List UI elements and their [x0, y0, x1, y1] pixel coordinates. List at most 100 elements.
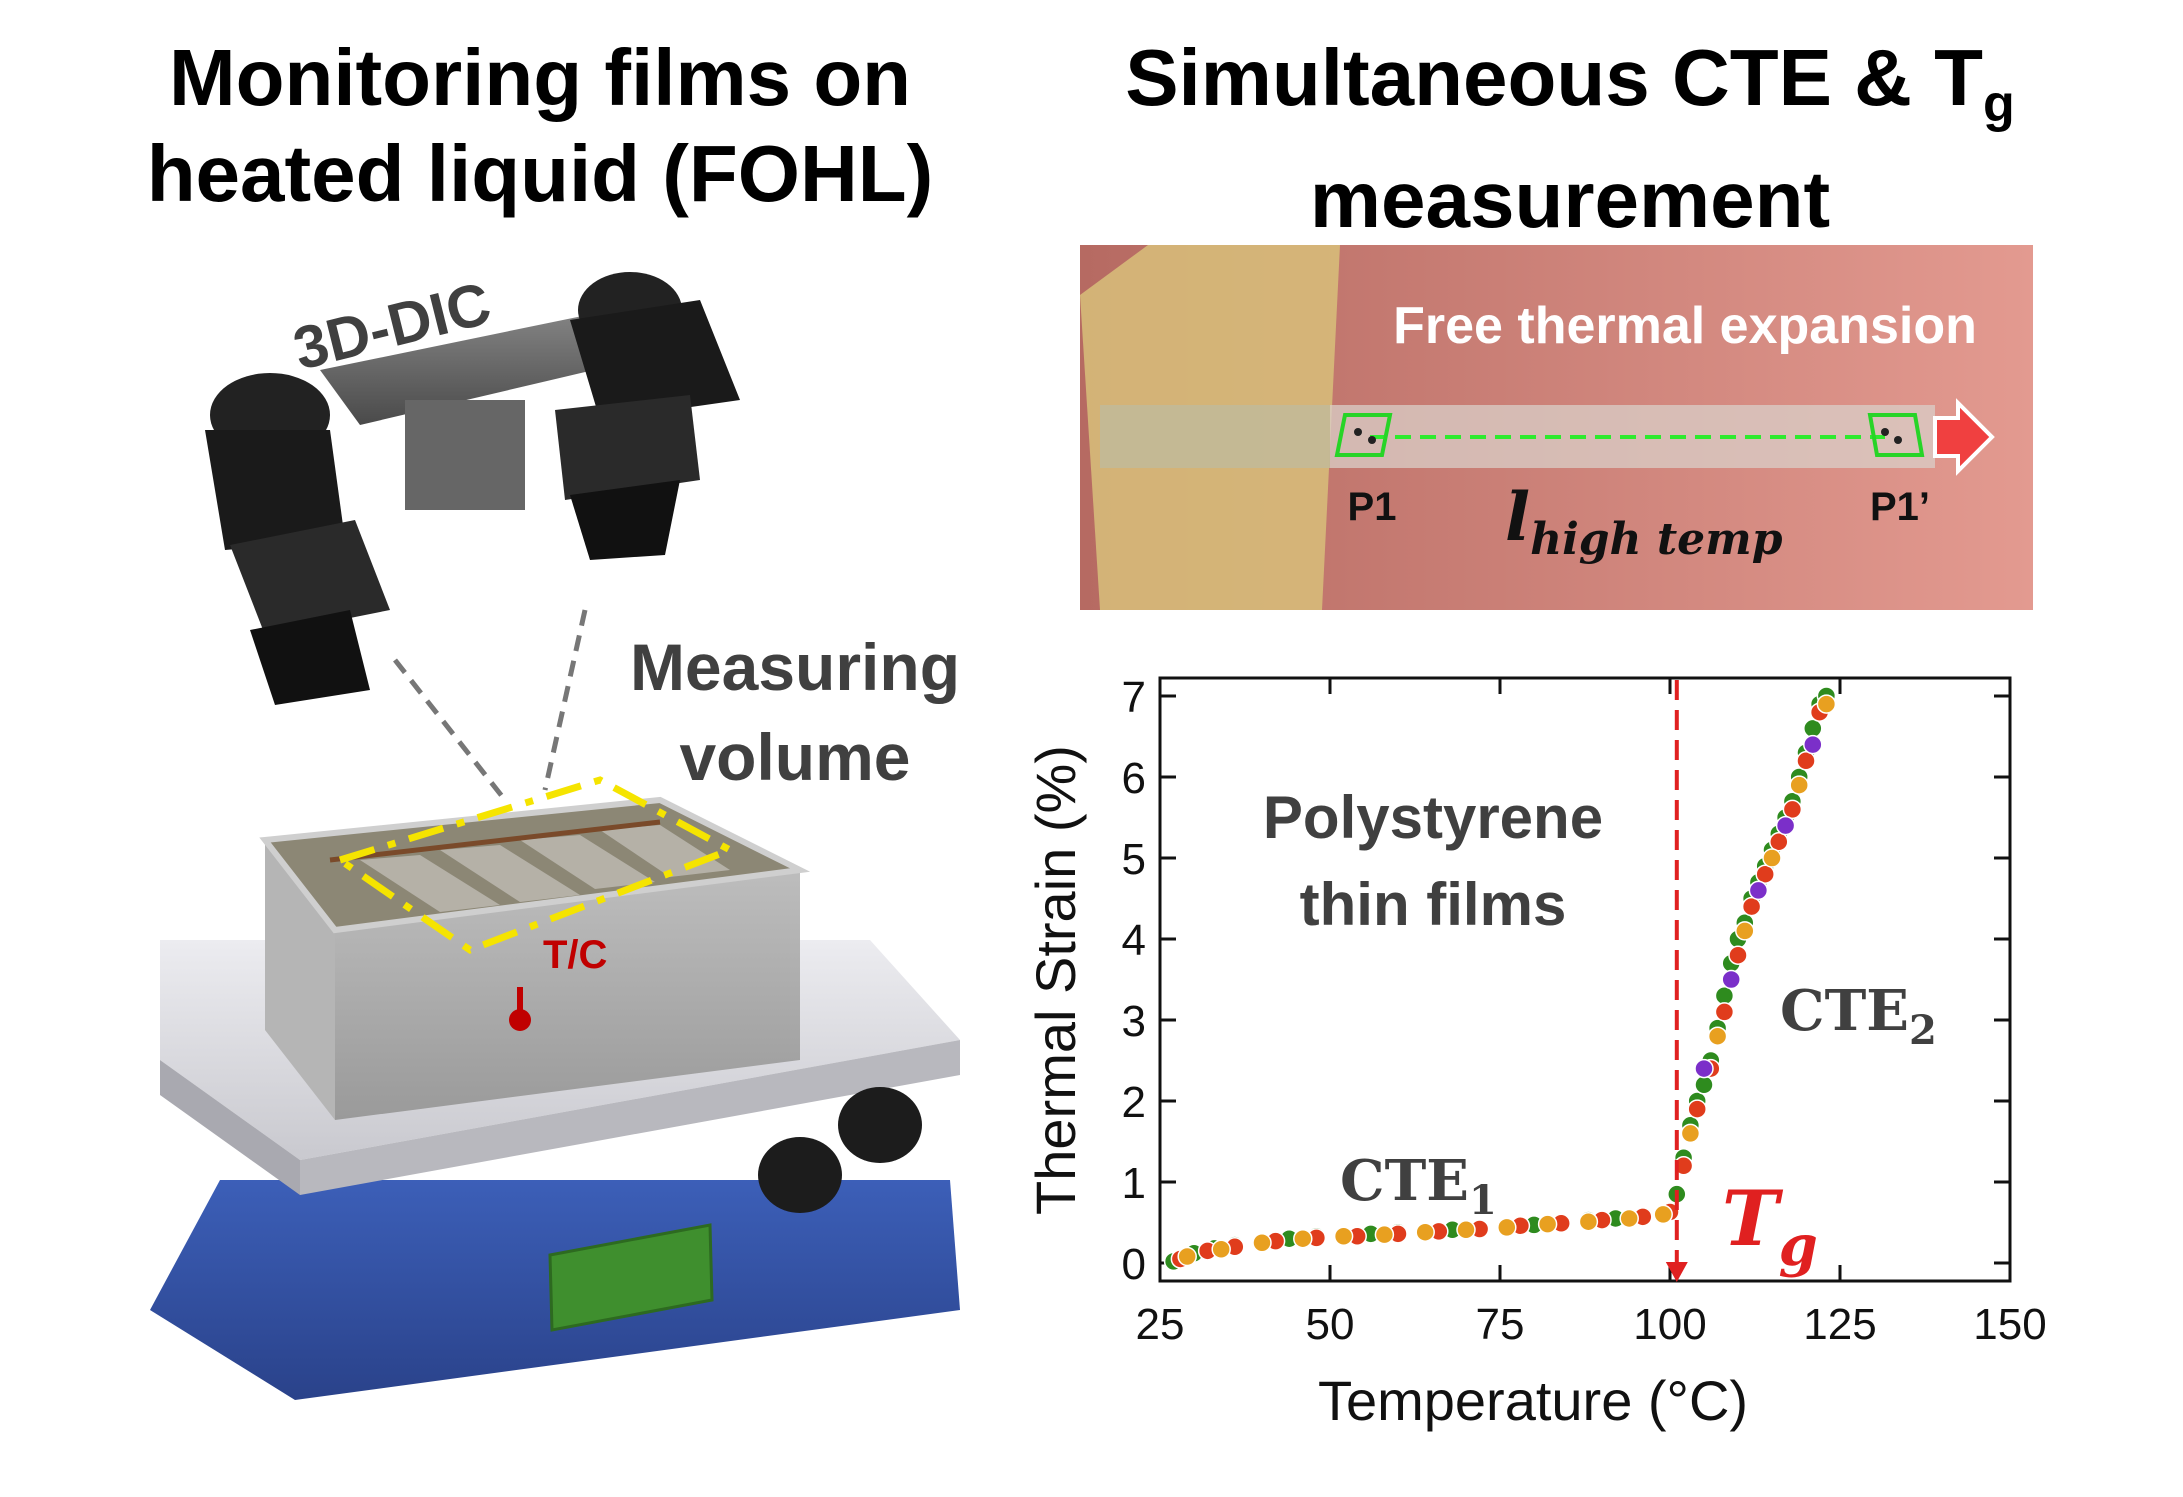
data-point-series-2	[1782, 799, 1803, 820]
hotplate-display	[548, 1223, 714, 1332]
data-point-series-2	[1728, 945, 1748, 965]
hotplate-knob-2	[838, 1087, 922, 1163]
cte1-sub: 1	[1469, 1177, 1497, 1224]
chart-annotation-2: thin films	[1300, 871, 1567, 938]
cte1-label: CTE1	[1340, 1148, 1497, 1224]
data-point-series-3	[1735, 921, 1755, 941]
left-title: Monitoring films on heated liquid (FOHL)	[70, 30, 1010, 222]
tg-arrow-icon	[1665, 1262, 1688, 1282]
expansion-panel: Free thermal expansion P1 P1’ lhigh temp	[1080, 245, 2033, 610]
length-label-main: l	[1505, 478, 1530, 556]
data-point-series-3	[1816, 694, 1837, 714]
right-title-line2: measurement	[1309, 155, 1831, 244]
film-strip-2	[440, 845, 580, 902]
x-tick-label: 100	[1633, 1300, 1706, 1349]
expansion-label: Free thermal expansion	[1393, 297, 1977, 355]
p1-prime-label: P1’	[1870, 485, 1930, 529]
right-title-line1: Simultaneous CTE & Tg	[1040, 30, 2100, 152]
cte2-sub: 2	[1909, 1007, 1937, 1054]
right-title-line1-text: Simultaneous CTE & T	[1125, 33, 1984, 122]
y-tick-label: 3	[1122, 997, 1146, 1046]
data-points	[1163, 686, 1837, 1272]
x-tick-label: 50	[1306, 1300, 1355, 1349]
data-point-series-4	[1803, 734, 1823, 755]
thermocouple-icon	[509, 1009, 531, 1031]
measuring-volume-label-2: volume	[679, 720, 910, 794]
y-tick-label: 6	[1122, 754, 1146, 803]
length-label-sub: high temp	[1530, 514, 1783, 565]
data-point-series-2	[1714, 1002, 1735, 1022]
p1-prime-marker	[1867, 413, 1925, 457]
expansion-arrow-icon	[1933, 398, 1995, 476]
data-point-series-2	[1769, 832, 1789, 852]
right-title-sub: g	[1983, 75, 2015, 133]
data-point-series-3	[1680, 1123, 1701, 1144]
strain-chart: 0 1 2 3 4 5 6 7 25 50 75 100 125 150 Polystyrene thi…	[1024, 673, 2047, 1432]
data-point-series-3	[1537, 1214, 1558, 1234]
data-point-series-3	[1619, 1208, 1639, 1229]
cte2-main: CTE	[1780, 978, 1909, 1044]
data-point-series-2	[1741, 896, 1762, 917]
data-point-series-3	[1252, 1233, 1272, 1253]
data-point-series-3	[1177, 1246, 1197, 1267]
x-tick-label: 150	[1973, 1300, 2046, 1349]
x-tick-label: 75	[1476, 1300, 1525, 1349]
tg-sub: g	[1779, 1213, 1818, 1279]
x-axis-label: Temperature (°C)	[1318, 1369, 1748, 1432]
data-point-series-3	[1762, 848, 1782, 868]
data-point-series-3	[1211, 1239, 1231, 1259]
y-tick-label: 5	[1122, 835, 1146, 884]
y-tick-label: 4	[1122, 916, 1146, 965]
camera-right	[555, 272, 740, 560]
film-strip-3	[520, 835, 655, 889]
data-point-series-3	[1578, 1211, 1599, 1232]
x-tick-label: 125	[1803, 1300, 1876, 1349]
data-point-series-4	[1775, 815, 1796, 836]
tg-label: Tg	[1722, 1174, 1818, 1279]
cte2-label: CTE2	[1780, 978, 1937, 1054]
data-point-series-2	[1687, 1099, 1707, 1119]
data-point-series-2	[1673, 1156, 1694, 1176]
data-point-series-3	[1707, 1026, 1728, 1046]
data-point-series-3	[1497, 1217, 1517, 1238]
data-point-series-3	[1293, 1228, 1313, 1249]
data-point-series-4	[1721, 969, 1741, 990]
p1-marker	[1334, 413, 1393, 457]
p1-label: P1	[1348, 485, 1397, 529]
measuring-volume-label-1: Measuring	[630, 630, 960, 704]
length-label: lhigh temp	[1505, 478, 1783, 565]
data-point-series-4	[1748, 880, 1769, 901]
tg-main: T	[1722, 1174, 1784, 1263]
x-tick-label: 25	[1136, 1300, 1185, 1349]
y-tick-label: 7	[1122, 673, 1146, 722]
data-point-series-3	[1415, 1222, 1435, 1242]
y-axis-label: Thermal Strain (%)	[1024, 745, 1087, 1215]
left-title-line2: heated liquid (FOHL)	[146, 129, 934, 218]
hotplate-knob-1	[758, 1137, 842, 1213]
cte1-main: CTE	[1340, 1148, 1469, 1214]
left-title-line1: Monitoring films on	[168, 33, 912, 122]
dic-cameras: 3D-DIC	[205, 269, 740, 802]
y-tick-label: 2	[1122, 1078, 1146, 1127]
data-point-series-3	[1456, 1220, 1476, 1240]
right-title: Simultaneous CTE & Tg measurement	[1040, 30, 2100, 248]
film-holder	[329, 819, 661, 863]
data-point-series-4	[1694, 1058, 1714, 1079]
data-point-series-1	[1803, 718, 1823, 739]
data-point-series-1	[1714, 985, 1735, 1006]
measuring-volume-box	[332, 776, 739, 954]
data-point-series-3	[1333, 1226, 1354, 1247]
thermocouple-label: T/C	[543, 933, 607, 977]
liquid-dish: T/C	[259, 776, 811, 1120]
y-tick-label: 1	[1122, 1159, 1146, 1208]
data-point-series-2	[1796, 751, 1816, 771]
data-point-series-1	[1694, 1075, 1714, 1095]
plot-frame	[1158, 676, 2012, 1283]
data-point-series-2	[1755, 864, 1775, 884]
chart-annotation-1: Polystyrene	[1263, 784, 1603, 851]
y-tick-label: 0	[1122, 1240, 1146, 1289]
data-point-series-3	[1789, 775, 1809, 795]
data-point-series-3	[1653, 1204, 1673, 1225]
film-strip-1	[360, 855, 500, 912]
